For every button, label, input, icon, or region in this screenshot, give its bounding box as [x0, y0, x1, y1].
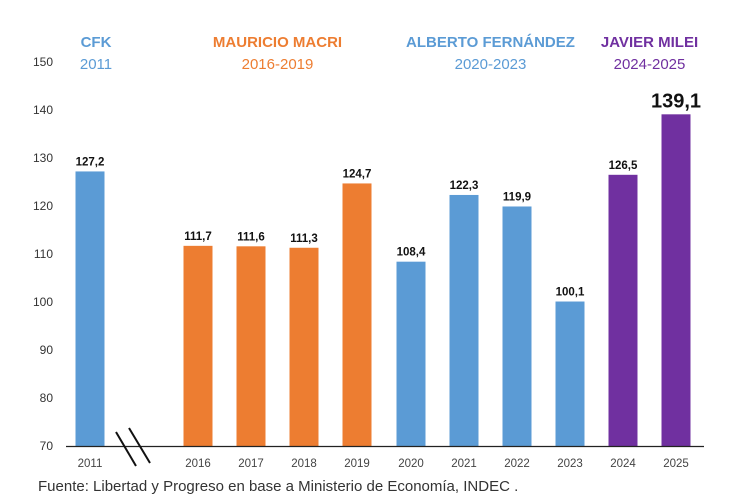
period-years: 2016-2019 [242, 56, 314, 73]
bar-2022 [502, 206, 532, 446]
x-tick-label: 2019 [344, 458, 370, 470]
source-note: Fuente: Libertad y Progreso en base a Mi… [38, 478, 519, 495]
x-tick-label: 2011 [78, 458, 103, 470]
x-tick-label: 2025 [663, 458, 689, 470]
data-label-2024: 126,5 [609, 160, 638, 172]
data-label-2011: 127,2 [76, 156, 105, 168]
bar-2018 [289, 247, 319, 446]
x-tick-label: 2021 [451, 458, 477, 470]
period-years: 2024-2025 [614, 56, 686, 73]
y-tick-label: 80 [40, 391, 54, 405]
data-labels: 127,2 111,7 111,6 111,3 124,7 108,4 122,3 119,9… [76, 90, 701, 298]
y-tick-label: 130 [33, 151, 53, 165]
period-name: MAURICIO MACRI [213, 34, 342, 51]
bar-2023 [555, 301, 585, 446]
y-tick-label: 140 [33, 103, 53, 117]
data-label-2025: 139,1 [651, 90, 701, 112]
y-tick-label: 100 [33, 295, 53, 309]
period-name: JAVIER MILEI [601, 34, 698, 51]
period-headers: CFK 2011 MAURICIO MACRI 2016-2019 ALBERTO FE… [80, 34, 698, 73]
axis-break-mark [128, 427, 151, 464]
x-tick-label: 2016 [185, 458, 211, 470]
x-axis: 2011 2016 2017 2018 2019 2020 2021 2022 2023 2024… [66, 427, 704, 470]
data-label-2016: 111,7 [184, 231, 212, 243]
bars [75, 114, 691, 447]
bar-2020 [396, 261, 426, 446]
data-label-2022: 119,9 [503, 191, 531, 203]
x-tick-label: 2023 [557, 458, 583, 470]
bar-2021 [449, 194, 479, 446]
bar-2017 [236, 246, 266, 446]
y-tick-label: 110 [34, 247, 53, 261]
bar-2011 [75, 171, 105, 446]
bar-2025 [661, 114, 691, 446]
axis-break-mark [115, 431, 137, 467]
y-tick-label: 90 [40, 343, 54, 357]
y-tick-label: 120 [33, 199, 53, 213]
bar-2019 [342, 183, 372, 446]
data-label-2018: 111,3 [290, 233, 318, 245]
x-tick-label: 2022 [504, 458, 530, 470]
bar-2024 [608, 174, 638, 447]
data-label-2023: 100,1 [556, 287, 585, 299]
data-label-2019: 124,7 [343, 168, 372, 180]
y-axis: 70 80 90 100 110 120 130 140 150 [33, 55, 53, 453]
period-name: CFK [81, 34, 112, 51]
x-tick-label: 2020 [398, 458, 424, 470]
bar-2016 [183, 245, 213, 446]
data-label-2017: 111,6 [237, 231, 265, 243]
data-label-2021: 122,3 [450, 180, 479, 192]
data-label-2020: 108,4 [397, 247, 426, 259]
period-years: 2011 [80, 56, 112, 73]
y-tick-label: 70 [40, 439, 54, 453]
period-name: ALBERTO FERNÁNDEZ [406, 34, 575, 51]
x-tick-label: 2017 [238, 458, 264, 470]
x-tick-label: 2024 [610, 458, 636, 470]
period-years: 2020-2023 [455, 56, 527, 73]
y-tick-label: 150 [33, 55, 53, 69]
x-tick-label: 2018 [291, 458, 317, 470]
